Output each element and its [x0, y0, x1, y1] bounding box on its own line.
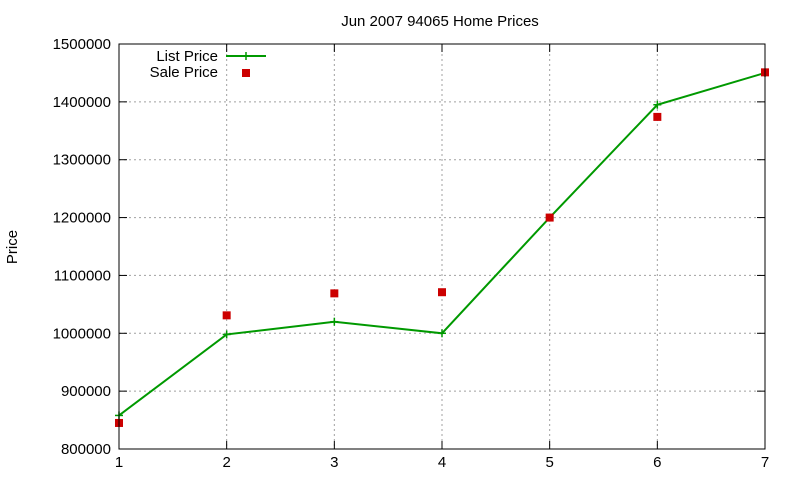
sale-price-point: [330, 289, 339, 298]
y-tick-label: 1100000: [54, 267, 111, 284]
list-price-point: [438, 329, 446, 338]
legend-plus-marker: [242, 52, 250, 60]
y-tick-label: 1300000: [53, 152, 111, 169]
legend-label: List Price: [156, 48, 218, 65]
list-price-point: [330, 317, 339, 326]
x-tick-label: 2: [222, 454, 230, 471]
x-tick-label: 6: [653, 454, 661, 471]
x-tick-label: 7: [761, 454, 769, 471]
y-tick-label: 900000: [61, 383, 111, 400]
sale-price-point: [222, 311, 231, 320]
y-tick-label: 1000000: [53, 325, 111, 342]
sale-price-point: [545, 213, 554, 222]
legend-label: Sale Price: [150, 64, 218, 81]
y-tick-label: 1400000: [53, 94, 111, 111]
x-tick-label: 1: [115, 454, 123, 471]
x-tick-label: 4: [438, 454, 446, 471]
x-tick-label: 5: [545, 454, 553, 471]
list-price-point: [653, 100, 662, 109]
y-tick-label: 1200000: [53, 210, 111, 227]
sale-price-point: [438, 288, 446, 297]
plot-frame: [118, 43, 766, 450]
sale-price-point: [653, 112, 662, 121]
y-tick-label: 800000: [61, 441, 111, 458]
legend-square-marker: [242, 69, 250, 77]
chart-title: Jun 2007 94065 Home Prices: [341, 13, 539, 30]
list-price-point: [222, 330, 231, 339]
y-tick-label: 1500000: [53, 36, 111, 53]
x-tick-label: 3: [330, 454, 338, 471]
y-axis-label: Price: [4, 230, 21, 264]
axis-ticks: 800000 900000 1000000 1100000 1200000 1300000…: [53, 36, 770, 471]
